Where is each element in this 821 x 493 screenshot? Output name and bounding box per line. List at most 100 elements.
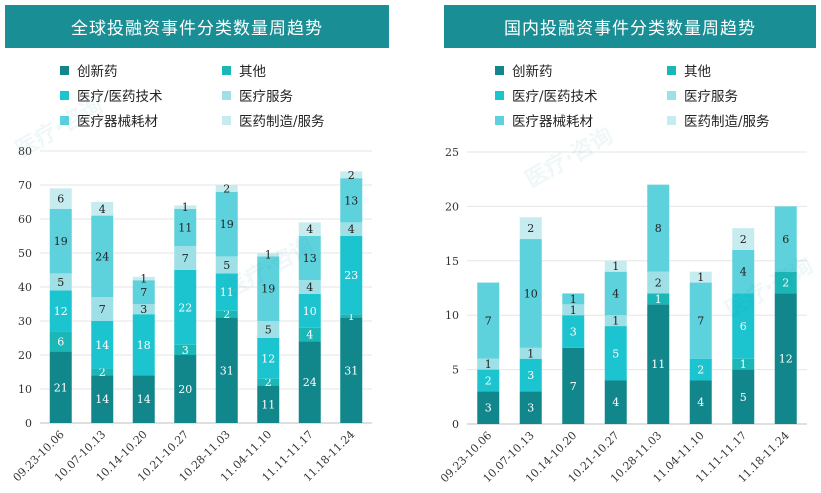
data-label: 2: [740, 233, 747, 246]
bar-segment: [774, 271, 797, 294]
bar-segment: [298, 222, 321, 236]
y-tick-label: 50: [18, 247, 32, 260]
data-label: 2: [223, 182, 230, 195]
data-label: 24: [95, 250, 109, 263]
data-label: 14: [137, 393, 151, 406]
data-label: 10: [303, 305, 317, 318]
bar-segment: [477, 391, 500, 424]
bar-segment: [257, 321, 280, 338]
y-tick-label: 10: [445, 309, 459, 322]
bar-segment: [519, 391, 542, 424]
data-label: 31: [344, 364, 358, 377]
data-label: 1: [655, 293, 662, 306]
bar-segment: [91, 375, 114, 423]
legend-label: 创新药: [77, 64, 118, 80]
data-label: 6: [57, 335, 64, 348]
legend-item: 其他: [667, 60, 711, 80]
bar-segment: [49, 208, 72, 274]
legend-item: 医疗器械耗材: [495, 110, 593, 130]
data-label: 2: [223, 308, 230, 321]
legend-swatch: [60, 65, 69, 75]
legend-label: 其他: [239, 64, 266, 80]
data-label: 2: [485, 374, 492, 387]
bar-segment: [647, 304, 670, 424]
data-label: 13: [303, 252, 317, 265]
bar-segment: [49, 290, 72, 332]
y-tick-label: 15: [445, 255, 459, 268]
bar-segment: [562, 315, 585, 348]
bar-segment: [49, 188, 72, 209]
bar-segment: [732, 228, 755, 250]
data-label: 7: [485, 315, 492, 328]
data-label: 4: [348, 223, 355, 236]
legend-swatch: [60, 115, 69, 125]
bar-segment: [257, 256, 280, 321]
bar-segment: [519, 358, 542, 392]
bar-segment: [647, 293, 670, 305]
bar-segment: [298, 341, 321, 423]
data-label: 19: [220, 218, 234, 231]
data-label: 6: [740, 320, 747, 333]
data-label: 1: [182, 201, 189, 214]
data-label: 24: [303, 376, 317, 389]
data-label: 4: [612, 396, 619, 409]
data-label: 21: [54, 381, 68, 394]
data-label: 10: [524, 287, 538, 300]
bar-segment: [132, 375, 155, 423]
data-label: 1: [570, 304, 577, 317]
legend-swatch: [495, 90, 504, 100]
legend-item: 医疗服务: [667, 85, 738, 105]
legend-label: 医疗服务: [684, 89, 738, 105]
bar-segment: [604, 315, 627, 327]
legend-label: 医疗/医药技术: [512, 89, 598, 105]
data-label: 7: [140, 286, 147, 299]
data-label: 3: [182, 344, 189, 357]
legend-swatch: [222, 65, 231, 75]
legend-label: 医疗服务: [239, 89, 293, 105]
legend-item: 医药制造/服务: [222, 110, 325, 130]
bar-segment: [132, 280, 155, 304]
data-label: 6: [57, 193, 64, 206]
bar-segment: [647, 271, 670, 294]
legend-item: 医疗/医药技术: [60, 85, 163, 105]
bar-segment: [562, 293, 585, 305]
data-label: 8: [655, 222, 662, 235]
bar-segment: [519, 217, 542, 240]
data-label: 19: [54, 235, 68, 248]
legend-label: 其他: [684, 64, 711, 80]
data-label: 1: [485, 358, 492, 371]
data-label: 11: [261, 398, 275, 411]
data-label: 18: [137, 339, 151, 352]
legend-swatch: [222, 90, 231, 100]
y-tick-label: 20: [445, 200, 459, 213]
bar-segment: [257, 253, 280, 257]
bar-segment: [132, 304, 155, 315]
bar-segment: [298, 293, 321, 328]
y-tick-label: 40: [18, 281, 32, 294]
bar-segment: [562, 347, 585, 424]
data-label: 4: [306, 281, 313, 294]
bar-segment: [732, 293, 755, 359]
bar-segment: [215, 191, 238, 257]
bar-segment: [49, 351, 72, 423]
data-label: 4: [99, 203, 106, 216]
bar-segment: [340, 171, 363, 179]
bar-segment: [174, 208, 197, 247]
bar-segment: [340, 314, 363, 318]
y-tick-label: 25: [445, 146, 459, 159]
data-label: 2: [655, 277, 662, 290]
data-label: 5: [265, 324, 272, 337]
bar-segment: [689, 380, 712, 424]
legend-swatch: [667, 90, 676, 100]
bar-segment: [477, 369, 500, 392]
bar-segment: [49, 273, 72, 291]
legend-item: 创新药: [60, 60, 118, 80]
legend-swatch: [495, 65, 504, 75]
data-label: 3: [527, 369, 534, 382]
legend-swatch: [667, 115, 676, 125]
bar-segment: [477, 282, 500, 359]
data-label: 2: [348, 169, 355, 182]
bar-segment: [689, 271, 712, 283]
data-label: 1: [348, 310, 355, 323]
data-label: 22: [178, 301, 192, 314]
